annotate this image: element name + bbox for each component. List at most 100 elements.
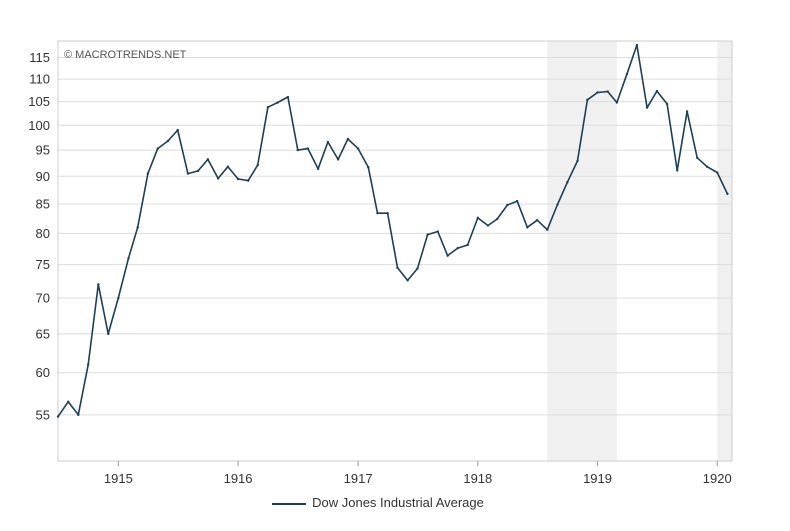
data-point [276, 101, 279, 104]
data-point [336, 158, 340, 161]
y-tick-label: 70 [36, 291, 50, 306]
data-point [216, 177, 220, 180]
data-point [56, 415, 60, 418]
data-point [326, 140, 330, 144]
data-point [676, 169, 679, 172]
data-point [396, 266, 399, 270]
data-point [426, 233, 429, 236]
data-point [136, 226, 139, 229]
data-point [546, 228, 549, 231]
y-tick-label: 55 [36, 407, 50, 422]
data-point [566, 181, 569, 184]
data-point [256, 163, 259, 167]
y-tick-label: 65 [36, 326, 50, 341]
data-point [655, 89, 659, 93]
legend-label: Dow Jones Industrial Average [312, 495, 484, 510]
data-point [625, 72, 629, 76]
data-point [306, 147, 310, 150]
data-point [456, 246, 460, 250]
y-tick-label: 95 [36, 143, 50, 158]
data-point [226, 165, 230, 168]
data-point [346, 137, 350, 141]
data-point [296, 148, 299, 152]
data-point [635, 43, 639, 47]
data-point [127, 256, 130, 260]
x-tick-label: 1918 [463, 471, 492, 486]
x-tick-label: 1919 [583, 471, 612, 486]
data-point [586, 98, 589, 101]
data-point [535, 219, 539, 222]
data-point [596, 91, 599, 94]
data-point [367, 166, 370, 169]
y-tick-label: 105 [28, 94, 50, 109]
data-point [266, 105, 270, 109]
x-tick-label: 1917 [344, 471, 373, 486]
data-point [486, 224, 490, 227]
y-tick-label: 85 [36, 196, 50, 211]
y-tick-label: 115 [29, 50, 50, 65]
recession-band-1 [547, 41, 617, 461]
watermark: © MACROTRENDS.NET [64, 49, 187, 61]
data-point [705, 165, 709, 168]
data-point [86, 363, 90, 366]
legend: Dow Jones Industrial Average [0, 495, 756, 510]
data-point [556, 203, 559, 206]
data-point [645, 106, 649, 109]
x-tick-label: 1916 [224, 471, 253, 486]
data-point [406, 279, 409, 282]
data-point [476, 216, 480, 220]
data-point [286, 95, 290, 99]
y-tick-label: 60 [36, 365, 50, 380]
y-tick-label: 90 [36, 169, 50, 184]
data-point [236, 177, 240, 181]
y-tick-label: 110 [29, 72, 50, 87]
data-point [495, 217, 499, 221]
series-line-dow-jones [57, 44, 729, 418]
recession-shading [547, 41, 732, 461]
data-point [416, 267, 419, 270]
data-point [316, 167, 320, 171]
data-point [615, 101, 619, 104]
data-point [247, 179, 250, 182]
data-point [386, 211, 389, 215]
data-point [97, 283, 100, 286]
data-point [117, 296, 120, 300]
data-point [446, 254, 449, 257]
recession-band-2 [717, 41, 732, 461]
data-point [196, 169, 200, 173]
data-point [66, 400, 70, 404]
data-point [665, 102, 669, 106]
data-point [166, 139, 170, 143]
y-axis-ticks: 55 60 65 70 75 80 85 90 95 100 105 110 115 [28, 50, 50, 422]
data-point [685, 110, 689, 113]
series-points [56, 43, 729, 418]
data-point [716, 171, 719, 174]
data-point [206, 158, 210, 161]
y-tick-label: 80 [36, 226, 50, 241]
data-point [526, 226, 529, 229]
y-tick-label: 100 [28, 118, 50, 133]
data-point [376, 211, 379, 215]
data-point [146, 172, 150, 175]
y-tick-label: 75 [36, 257, 50, 272]
x-tick-label: 1915 [104, 471, 133, 486]
data-point [506, 203, 509, 207]
data-point [515, 199, 519, 203]
data-point [726, 192, 729, 196]
x-axis-ticks: 1915 1916 1917 1918 1919 1920 [104, 461, 732, 486]
data-point [466, 243, 469, 247]
legend-line-swatch [272, 502, 307, 505]
data-point [436, 230, 440, 233]
x-tick-label: 1920 [703, 471, 732, 486]
grid-lines [58, 57, 732, 416]
data-point [176, 128, 179, 132]
data-point [77, 413, 80, 417]
plot-frame [57, 40, 733, 462]
data-point [576, 159, 579, 163]
data-point [356, 147, 360, 150]
data-point [156, 147, 159, 150]
data-point [106, 332, 110, 336]
data-point [606, 90, 609, 93]
data-point [186, 172, 190, 175]
